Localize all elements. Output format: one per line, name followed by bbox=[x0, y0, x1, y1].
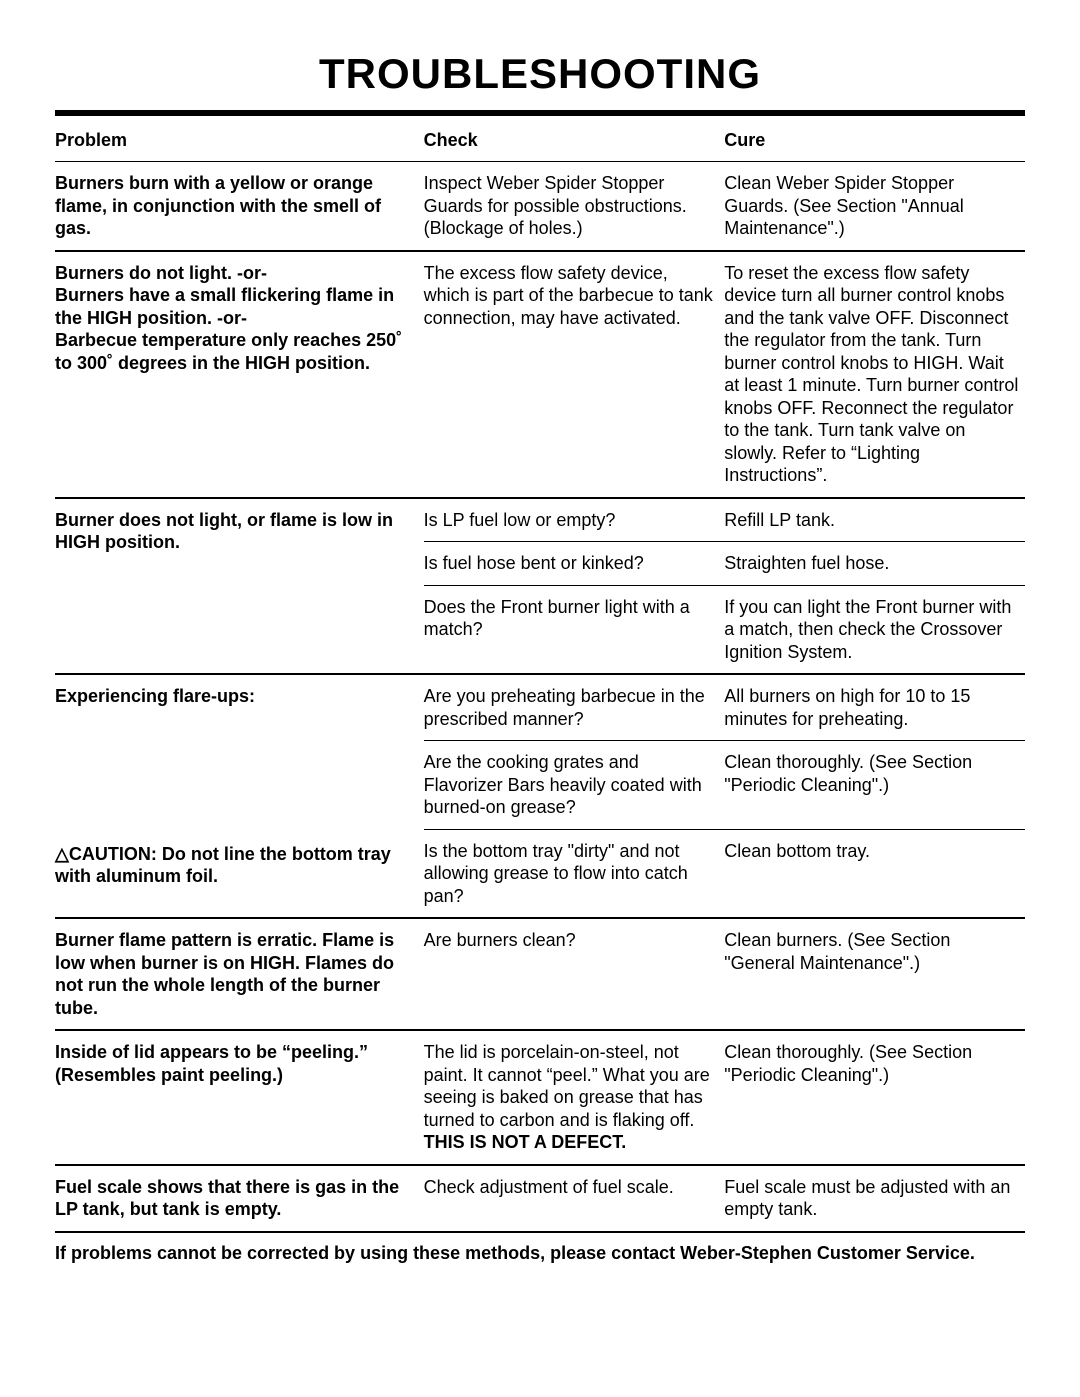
table-row: Burners burn with a yellow or orange fla… bbox=[55, 162, 1025, 251]
cure-cell: Clean burners. (See Section "General Mai… bbox=[724, 918, 1025, 1030]
check-cell: Are burners clean? bbox=[424, 918, 725, 1030]
problem-line: Burners do not light. -or- bbox=[55, 263, 267, 283]
check-cell: Are you preheating barbecue in the presc… bbox=[424, 674, 725, 741]
cure-cell: Fuel scale must be adjusted with an empt… bbox=[724, 1165, 1025, 1232]
problem-cell: Burner flame pattern is erratic. Flame i… bbox=[55, 918, 424, 1030]
problem-cell: Burners do not light. -or- Burners have … bbox=[55, 251, 424, 498]
table-row: Burners do not light. -or- Burners have … bbox=[55, 251, 1025, 498]
cure-cell: Clean thoroughly. (See Section "Periodic… bbox=[724, 1030, 1025, 1165]
cure-cell: Straighten fuel hose. bbox=[724, 542, 1025, 586]
header-cure: Cure bbox=[724, 116, 1025, 162]
footer-note: If problems cannot be corrected by using… bbox=[55, 1233, 1025, 1264]
problem-cell: Experiencing flare-ups: △CAUTION: Do not… bbox=[55, 674, 424, 918]
cure-cell: All burners on high for 10 to 15 minutes… bbox=[724, 674, 1025, 741]
check-bold: THIS IS NOT A DEFECT. bbox=[424, 1132, 627, 1152]
header-check: Check bbox=[424, 116, 725, 162]
header-problem: Problem bbox=[55, 116, 424, 162]
check-cell: Check adjustment of fuel scale. bbox=[424, 1165, 725, 1232]
problem-cell: Inside of lid appears to be “peeling.” (… bbox=[55, 1030, 424, 1165]
check-cell: Is LP fuel low or empty? bbox=[424, 498, 725, 542]
page-title: TROUBLESHOOTING bbox=[55, 50, 1025, 98]
caution-label: CAUTION: Do not line the bottom tray wit… bbox=[55, 844, 391, 887]
check-cell: Does the Front burner light with a match… bbox=[424, 585, 725, 674]
problem-cell: Burners burn with a yellow or orange fla… bbox=[55, 162, 424, 251]
problem-line: Experiencing flare-ups: bbox=[55, 686, 255, 706]
problem-cell: Burner does not light, or flame is low i… bbox=[55, 498, 424, 675]
warning-icon: △ bbox=[55, 844, 69, 864]
check-cell: Is the bottom tray "dirty" and not allow… bbox=[424, 829, 725, 918]
check-cell: Inspect Weber Spider Stopper Guards for … bbox=[424, 162, 725, 251]
check-cell: The excess flow safety device, which is … bbox=[424, 251, 725, 498]
cure-cell: If you can light the Front burner with a… bbox=[724, 585, 1025, 674]
caution-text: △CAUTION: Do not line the bottom tray wi… bbox=[55, 844, 391, 887]
table-row: Fuel scale shows that there is gas in th… bbox=[55, 1165, 1025, 1232]
cure-cell: Refill LP tank. bbox=[724, 498, 1025, 542]
table-row: Burner does not light, or flame is low i… bbox=[55, 498, 1025, 542]
table-header-row: Problem Check Cure bbox=[55, 116, 1025, 162]
cure-cell: Clean Weber Spider Stopper Guards. (See … bbox=[724, 162, 1025, 251]
table-row: Burner flame pattern is erratic. Flame i… bbox=[55, 918, 1025, 1030]
check-cell: Is fuel hose bent or kinked? bbox=[424, 542, 725, 586]
check-text: The lid is porcelain-on-steel, not paint… bbox=[424, 1042, 710, 1130]
check-cell: The lid is porcelain-on-steel, not paint… bbox=[424, 1030, 725, 1165]
problem-line: Barbecue temperature only reaches 250˚ t… bbox=[55, 330, 402, 373]
cure-cell: Clean bottom tray. bbox=[724, 829, 1025, 918]
cure-cell: To reset the excess flow safety device t… bbox=[724, 251, 1025, 498]
table-row: Inside of lid appears to be “peeling.” (… bbox=[55, 1030, 1025, 1165]
check-cell: Are the cooking grates and Flavorizer Ba… bbox=[424, 741, 725, 830]
problem-line: Burners have a small flickering flame in… bbox=[55, 285, 394, 328]
problem-cell: Fuel scale shows that there is gas in th… bbox=[55, 1165, 424, 1232]
table-row: Experiencing flare-ups: △CAUTION: Do not… bbox=[55, 674, 1025, 741]
cure-cell: Clean thoroughly. (See Section "Periodic… bbox=[724, 741, 1025, 830]
troubleshooting-table: Problem Check Cure Burners burn with a y… bbox=[55, 116, 1025, 1233]
